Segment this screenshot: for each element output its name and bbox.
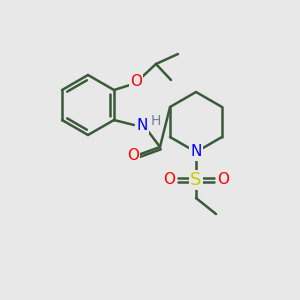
Text: O: O — [127, 148, 139, 163]
Text: O: O — [217, 172, 229, 188]
Text: S: S — [190, 171, 202, 189]
Text: H: H — [151, 114, 161, 128]
Text: O: O — [130, 74, 142, 89]
Text: O: O — [163, 172, 175, 188]
Text: N: N — [190, 145, 202, 160]
Text: N: N — [136, 118, 148, 133]
